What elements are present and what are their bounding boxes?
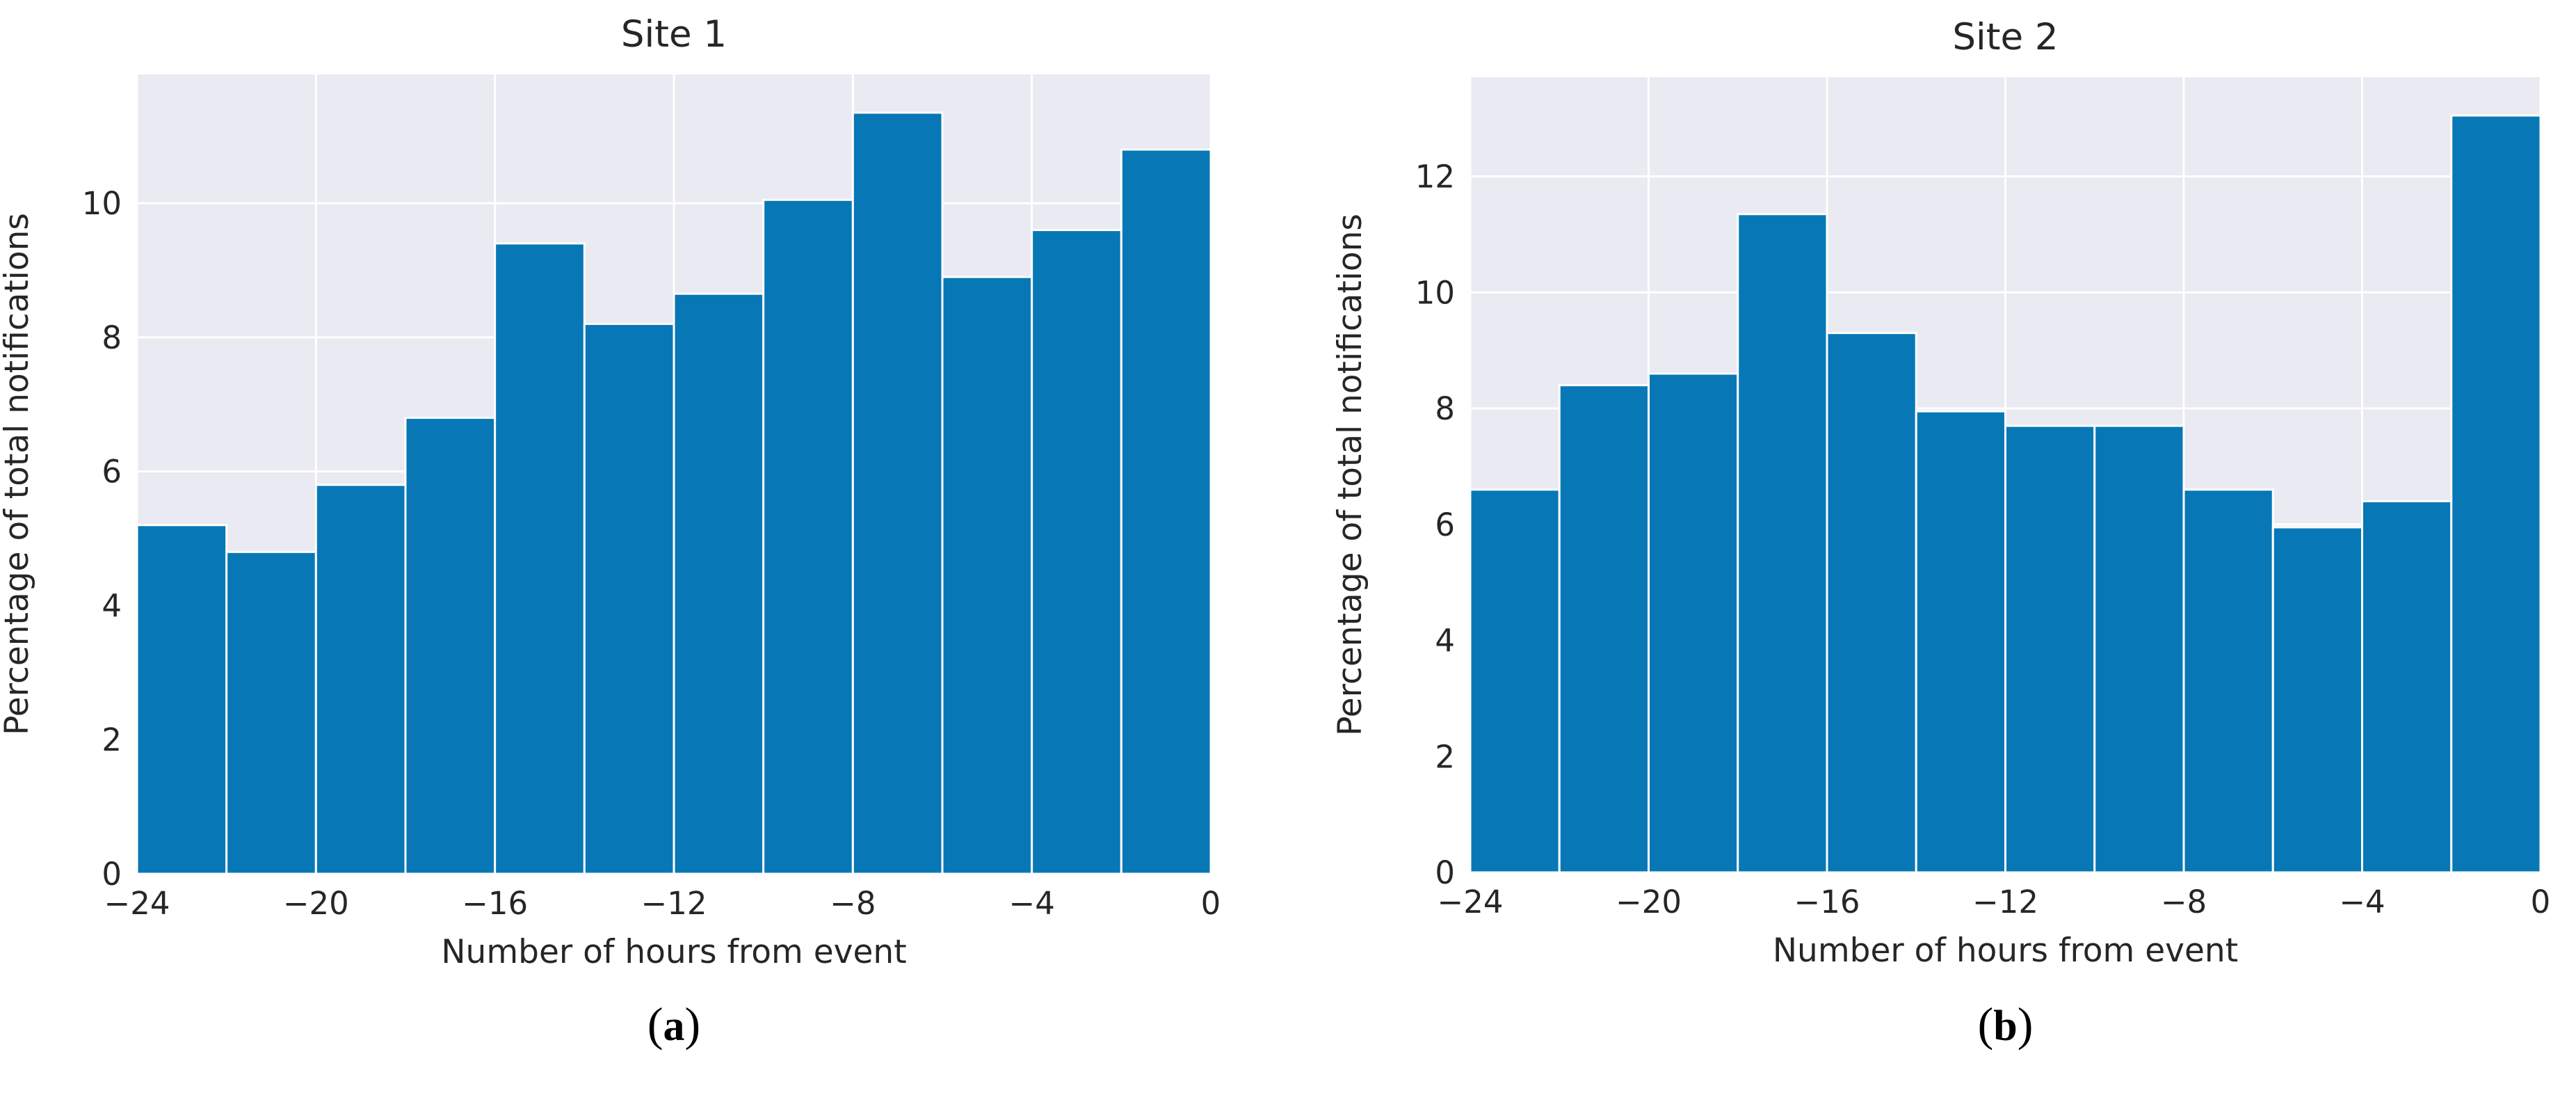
subfigure-caption-b: (b): [1470, 1000, 2541, 1048]
histogram-bar: [2361, 500, 2453, 874]
y-tick-label: 10: [1415, 274, 1455, 311]
y-tick-label: 8: [102, 319, 122, 356]
histogram-bar: [1826, 332, 1917, 874]
y-tick-label: 0: [1435, 854, 1455, 891]
histogram-bar: [1031, 229, 1122, 875]
histogram-bar: [494, 242, 586, 875]
histogram-bar: [583, 323, 675, 875]
caption-close-paren: ): [2017, 998, 2034, 1051]
chart-panel-a: 0 2 4 6 8 10 −24 −20 −16 −12 −8 −4 0 Site 1 Number of …: [0, 13, 1221, 1048]
histogram-bar: [1915, 410, 2006, 874]
y-tick-label: 6: [102, 454, 122, 490]
histogram-bar: [762, 198, 854, 875]
y-axis-label: Percentage of total notifications: [0, 213, 36, 735]
histogram-bar: [404, 417, 497, 875]
caption-close-paren: ): [684, 998, 701, 1051]
histogram-bar: [2182, 488, 2274, 874]
histogram-bar: [1469, 488, 1561, 874]
histogram-bar: [941, 276, 1033, 875]
x-tick-label: −8: [2161, 884, 2207, 920]
chart-title: Site 2: [1952, 16, 2058, 58]
caption-open-paren: (: [1977, 998, 1994, 1051]
x-axis-label: Number of hours from event: [1773, 932, 2238, 970]
x-tick-label: −24: [104, 885, 170, 922]
histogram-bar: [1737, 213, 1828, 874]
x-tick-label: −12: [1972, 884, 2038, 920]
x-tick-label: −24: [1438, 884, 1504, 920]
histogram-bar: [1120, 148, 1212, 875]
histogram-bar: [2093, 424, 2185, 874]
histogram-bar: [851, 111, 944, 875]
x-tick-label: −4: [1008, 885, 1054, 922]
chart-title: Site 1: [621, 13, 727, 56]
histogram-bar: [136, 524, 228, 875]
y-tick-label: 2: [102, 721, 122, 758]
x-tick-label: −20: [1616, 884, 1682, 920]
x-tick-label: −16: [1794, 884, 1860, 920]
histogram-bar: [1558, 384, 1650, 874]
caption-open-paren: (: [647, 998, 663, 1051]
y-tick-label: 10: [82, 185, 122, 222]
x-tick-label: −12: [641, 885, 707, 922]
x-tick-label: 0: [2531, 884, 2551, 920]
histogram-bar: [314, 484, 407, 875]
chart-panel-b: 0 2 4 6 8 10 12 −24 −20 −16 −12 −8 −4 0 Site 2 Number o…: [1288, 0, 2576, 1102]
histogram-bar: [1648, 372, 1739, 874]
histogram-bar: [225, 550, 317, 875]
histogram-bar: [2004, 424, 2096, 874]
histogram-bar: [2450, 114, 2542, 874]
y-tick-label: 2: [1435, 738, 1455, 775]
x-tick-label: 0: [1201, 885, 1221, 922]
y-tick-label: 12: [1415, 159, 1455, 195]
y-tick-label: 8: [1435, 390, 1455, 427]
histogram-bar: [673, 292, 765, 875]
caption-letter: a: [663, 1003, 685, 1050]
y-axis-label: Percentage of total notifications: [1331, 214, 1369, 736]
subfigure-caption-a: (a): [137, 1000, 1211, 1048]
x-tick-label: −16: [462, 885, 528, 922]
x-axis-label: Number of hours from event: [441, 933, 906, 971]
histogram-bar: [2271, 526, 2363, 874]
y-tick-label: 4: [102, 587, 122, 624]
caption-letter: b: [1993, 1003, 2018, 1050]
x-tick-label: −20: [283, 885, 349, 922]
y-tick-label: 4: [1435, 623, 1455, 660]
histogram-site2: 0 2 4 6 8 10 12 −24 −20 −16 −12 −8 −4 0 Site 2 Number o…: [1331, 16, 2551, 970]
x-tick-label: −8: [830, 885, 876, 922]
y-tick-label: 0: [102, 856, 122, 893]
x-tick-label: −4: [2339, 884, 2385, 920]
y-tick-label: 6: [1435, 506, 1455, 543]
histogram-site1: 0 2 4 6 8 10 −24 −20 −16 −12 −8 −4 0 Site 1 Number of …: [0, 13, 1221, 971]
